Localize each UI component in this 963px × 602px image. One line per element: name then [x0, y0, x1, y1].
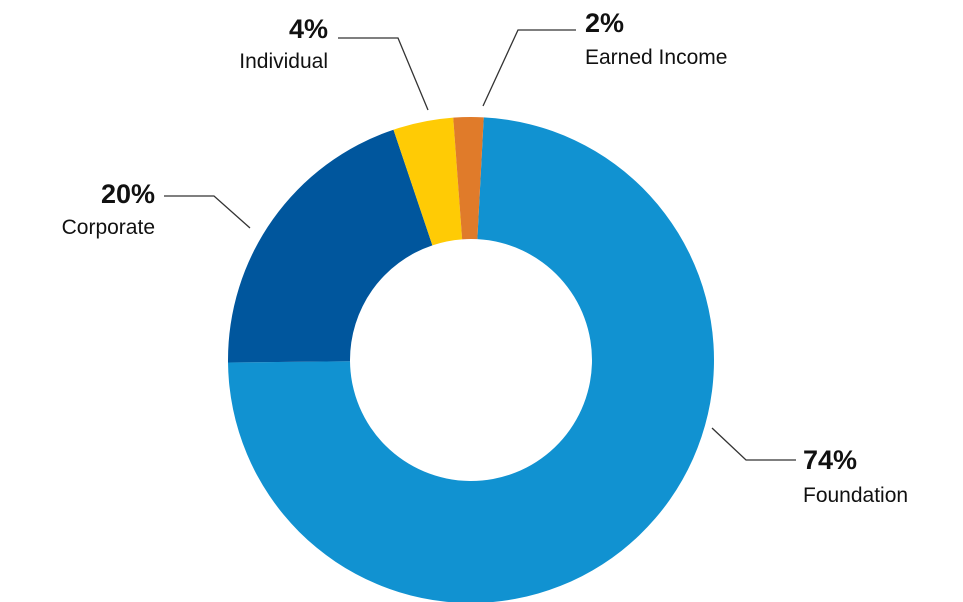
leader-lines	[164, 29, 796, 461]
category-label-foundation: Foundation	[803, 484, 908, 507]
slice-labels: 74% Foundation 20% Corporate 4% Individual 2% E…	[62, 8, 908, 507]
value-label-corporate: 20%	[101, 179, 155, 209]
leader-line-individual	[338, 37, 429, 111]
leader-line-earned-income	[482, 29, 576, 107]
category-label-corporate: Corporate	[62, 216, 155, 239]
leader-line-foundation	[711, 427, 796, 461]
category-label-individual: Individual	[239, 50, 328, 73]
value-label-foundation: 74%	[803, 445, 857, 475]
donut-slices	[228, 116, 714, 602]
leader-line-corporate	[164, 195, 251, 229]
slice-corporate	[228, 129, 433, 363]
value-label-earned-income: 2%	[585, 8, 624, 38]
value-label-individual: 4%	[289, 14, 328, 44]
slice-individual	[393, 117, 463, 246]
slice-foundation	[228, 117, 714, 602]
category-label-earned-income: Earned Income	[585, 46, 727, 69]
slice-earned-income	[453, 116, 484, 240]
